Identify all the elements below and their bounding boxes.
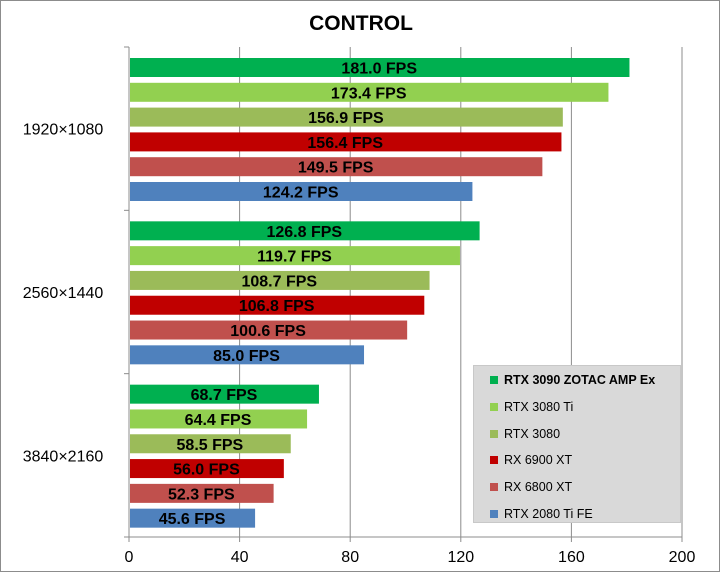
x-tick-label: 40 — [231, 549, 249, 566]
bar — [130, 483, 274, 503]
category-label: 1920×1080 — [23, 122, 104, 139]
bar — [130, 107, 563, 127]
bar — [130, 320, 408, 340]
legend-item: RTX 2080 Ti FE — [490, 504, 593, 524]
bar — [130, 157, 543, 177]
legend-label: RTX 2080 Ti FE — [504, 507, 593, 521]
data-label: 156.4 FPS — [307, 135, 383, 152]
legend-label: RTX 3080 — [504, 426, 561, 441]
bar — [130, 270, 430, 290]
bar — [130, 508, 256, 528]
bar — [130, 345, 365, 365]
bar — [130, 246, 460, 266]
data-label: 45.6 FPS — [159, 511, 226, 528]
legend-item: RTX 3080 Ti — [490, 397, 573, 417]
legend-item: RX 6800 XT — [490, 477, 572, 497]
legend-item: RTX 3090 ZOTAC AMP Ex — [490, 370, 655, 390]
legend-item: RTX 3080 — [490, 424, 560, 444]
legend-swatch — [490, 456, 498, 465]
bar — [130, 409, 308, 429]
data-label: 126.8 FPS — [266, 224, 342, 241]
x-tick-label: 0 — [125, 549, 134, 566]
legend-label: RTX 3080 Ti — [504, 399, 574, 414]
x-tick-label: 80 — [341, 549, 359, 566]
x-tick-label: 120 — [447, 549, 474, 566]
legend-item: RX 6900 XT — [490, 450, 572, 470]
data-label: 108.7 FPS — [241, 273, 317, 290]
category-label: 3840×2160 — [23, 448, 104, 465]
legend-label: RX 6900 XT — [504, 453, 573, 468]
data-label: 181.0 FPS — [341, 61, 417, 78]
bar — [130, 58, 630, 77]
bar — [130, 384, 319, 404]
bar — [130, 221, 480, 241]
x-tick-label: 200 — [669, 549, 696, 566]
data-label: 173.4 FPS — [331, 85, 407, 102]
chart-title: CONTROL — [309, 12, 413, 35]
data-label: 156.9 FPS — [308, 110, 384, 127]
legend-swatch — [490, 376, 498, 384]
x-tick-label: 160 — [558, 549, 585, 566]
data-label: 85.0 FPS — [213, 348, 280, 365]
data-label: 58.5 FPS — [177, 437, 244, 454]
legend-label: RTX 3090 ZOTAC AMP Ex — [504, 373, 656, 387]
bar — [130, 82, 609, 102]
data-label: 68.7 FPS — [191, 387, 258, 404]
data-label: 100.6 FPS — [230, 323, 306, 340]
legend: RTX 3090 ZOTAC AMP Ex RTX 3080 Ti RTX 3080… — [473, 365, 681, 523]
legend-label: RX 6800 XT — [504, 480, 573, 495]
data-label: 106.8 FPS — [239, 298, 315, 315]
bar — [130, 434, 291, 454]
data-label: 52.3 FPS — [168, 486, 235, 503]
legend-swatch — [490, 429, 498, 438]
legend-swatch — [490, 402, 498, 411]
legend-swatch — [490, 510, 498, 518]
data-label: 64.4 FPS — [185, 412, 252, 429]
data-label: 56.0 FPS — [173, 462, 240, 479]
bar — [130, 459, 284, 479]
data-label: 119.7 FPS — [257, 249, 332, 266]
bar — [130, 295, 425, 315]
data-label: 149.5 FPS — [298, 160, 374, 177]
legend-swatch — [490, 483, 498, 492]
data-label: 124.2 FPS — [263, 185, 339, 202]
bar — [130, 182, 473, 201]
category-label: 2560×1440 — [23, 285, 104, 302]
bar — [130, 132, 562, 152]
